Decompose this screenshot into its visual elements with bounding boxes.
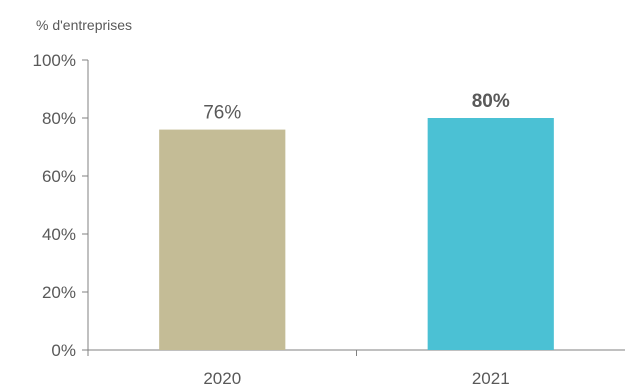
x-tick-label: 2021 <box>472 369 510 387</box>
x-tick-label: 2020 <box>203 369 241 387</box>
data-label-2021: 80% <box>472 91 510 112</box>
y-tick-label: 0% <box>51 341 76 360</box>
y-tick-label: 60% <box>42 167 76 186</box>
y-tick-label: 40% <box>42 225 76 244</box>
data-label-2020: 76% <box>203 103 241 124</box>
bar-2021 <box>427 118 554 350</box>
y-tick-label: 80% <box>42 109 76 128</box>
bar-2020 <box>159 129 286 350</box>
y-tick-label: 20% <box>42 283 76 302</box>
y-tick-label: 100% <box>33 51 76 70</box>
y-axis-label: % d'entreprises <box>36 17 132 33</box>
